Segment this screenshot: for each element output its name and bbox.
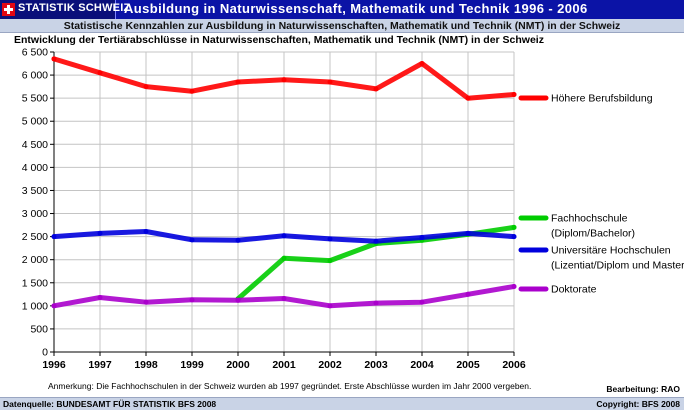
line-chart: 0 500 1 000 1 500 2 000 2 500 3 000 3 500 4 000 4…: [22, 47, 684, 372]
header-bar: STATISTIK SCHWEIZ Ausbildung in Naturwis…: [0, 0, 684, 19]
y-tick-label: 1 000: [22, 300, 48, 312]
data-point: [97, 295, 103, 301]
data-point: [281, 77, 287, 83]
x-tick-label: 1999: [180, 359, 204, 371]
grid: [53, 51, 515, 353]
data-point: [97, 230, 103, 236]
x-tick-label: 2005: [456, 359, 480, 371]
data-source: Datenquelle: BUNDESAMT FÜR STATISTIK BFS…: [3, 399, 217, 409]
data-point: [373, 300, 379, 306]
x-tick-label: 1997: [88, 359, 112, 371]
x-tick-label: 1996: [42, 359, 66, 371]
data-point: [281, 295, 287, 301]
legend-label: (Diplom/Bachelor): [551, 228, 635, 240]
data-point: [143, 299, 149, 305]
legend-label: Doktorate: [551, 284, 597, 296]
y-tick-label: 6 500: [22, 47, 48, 59]
y-tick-label: 0: [42, 347, 48, 359]
data-point: [373, 238, 379, 244]
footer-bar: Datenquelle: BUNDESAMT FÜR STATISTIK BFS…: [0, 397, 684, 410]
x-tick-label: 2001: [272, 359, 296, 371]
data-point: [511, 283, 517, 289]
y-tick-label: 4 000: [22, 162, 48, 174]
y-tick-label: 3 000: [22, 208, 48, 220]
y-tick-label: 1 500: [22, 277, 48, 289]
data-point: [465, 95, 471, 101]
data-point: [465, 230, 471, 236]
data-point: [511, 224, 517, 230]
app-title: Ausbildung in Naturwissenschaft, Mathema…: [124, 1, 588, 16]
data-point: [419, 299, 425, 305]
x-tick-label: 2006: [502, 359, 526, 371]
data-point: [327, 236, 333, 242]
x-tick-label: 2003: [364, 359, 388, 371]
y-tick-label: 2 000: [22, 254, 48, 266]
data-point: [373, 86, 379, 92]
brand-name: STATISTIK SCHWEIZ: [18, 2, 131, 14]
x-tick-label: 1998: [134, 359, 158, 371]
y-tick-label: 4 500: [22, 139, 48, 151]
data-point: [143, 229, 149, 235]
x-tick-label: 2004: [410, 359, 434, 371]
data-point: [511, 91, 517, 97]
data-point: [189, 88, 195, 94]
data-point: [465, 291, 471, 297]
data-point: [419, 235, 425, 241]
data-point: [281, 255, 287, 261]
data-point: [189, 237, 195, 243]
x-tick-label: 2002: [318, 359, 342, 371]
y-tick-label: 5 000: [22, 116, 48, 128]
brand-logo: STATISTIK SCHWEIZ: [0, 0, 130, 19]
x-tick-label: 2000: [226, 359, 250, 371]
legend-label: Fachhochschule: [551, 213, 628, 225]
y-tick-label: 5 500: [22, 93, 48, 105]
y-tick-label: 2 500: [22, 231, 48, 243]
chart-title: Entwicklung der Tertiärabschlüsse in Nat…: [14, 34, 544, 46]
legend: Höhere Berufsbildung Fachhochschule (Diplo…: [518, 93, 684, 296]
y-tick-label: 3 500: [22, 185, 48, 197]
y-tick-label: 6 000: [22, 70, 48, 82]
app-title-text: Ausbildung in Naturwissenschaft, Mathema…: [124, 1, 510, 16]
data-point: [235, 79, 241, 85]
data-point: [235, 237, 241, 243]
legend-label: Universitäre Hochschulen: [551, 245, 671, 257]
data-point: [281, 233, 287, 239]
swiss-flag-icon: [2, 3, 15, 16]
subtitle-bar: Statistische Kennzahlen zur Ausbildung i…: [0, 19, 684, 33]
data-point: [235, 297, 241, 303]
data-point: [51, 56, 57, 62]
data-point: [327, 79, 333, 85]
data-point: [327, 258, 333, 264]
data-point: [51, 303, 57, 309]
y-tick-label: 500: [30, 323, 48, 335]
data-point: [143, 84, 149, 90]
legend-label: (Lizentiat/Diplom und Master): [551, 260, 684, 272]
series-lines: [51, 56, 517, 309]
app-title-years: 1996 - 2006: [513, 1, 588, 16]
data-point: [189, 297, 195, 303]
copyright: Copyright: BFS 2008: [596, 399, 680, 409]
subtitle: Statistische Kennzahlen zur Ausbildung i…: [63, 20, 621, 32]
footnote: Anmerkung: Die Fachhochschulen in der Sc…: [48, 381, 532, 391]
data-point: [51, 234, 57, 240]
data-point: [419, 61, 425, 67]
legend-label: Höhere Berufsbildung: [551, 93, 653, 105]
data-point: [97, 70, 103, 76]
editor-credit: Bearbeitung: RAO: [606, 384, 680, 394]
axes: 0 500 1 000 1 500 2 000 2 500 3 000 3 500 4 000 4…: [22, 47, 526, 372]
data-point: [327, 303, 333, 309]
data-point: [511, 234, 517, 240]
